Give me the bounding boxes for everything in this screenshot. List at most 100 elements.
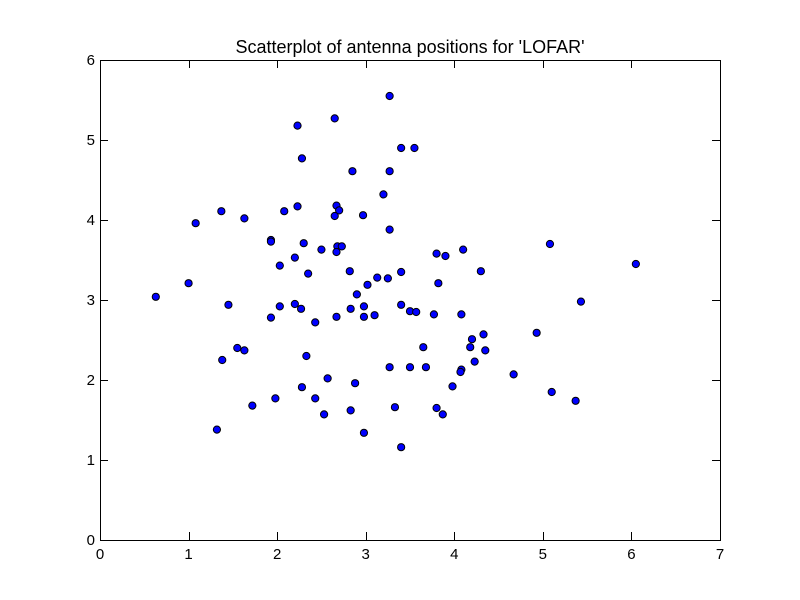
y-tick-label: 1 [87,452,95,469]
scatter-point [293,121,302,130]
scatter-point [280,207,289,216]
scatter-point [390,403,400,412]
scatter-point [297,383,307,392]
scatter-point [330,211,339,221]
scatter-point [532,328,541,337]
scatter-point [311,394,320,403]
scatter-point [296,304,306,313]
scatter-point [233,343,242,353]
scatter-point [335,206,344,215]
scatter-point [509,370,518,379]
scatter-point [379,190,388,199]
scatter-point [299,239,308,248]
scatter-point [359,312,369,321]
scatter-point [385,167,394,176]
scatter-point [466,343,475,352]
scatter-point [359,428,369,437]
scatter-point [448,382,457,391]
scatter-point [412,307,421,317]
scatter-point [350,379,360,388]
scatter-point [545,239,555,249]
scatter-point [359,302,369,311]
y-tick-label: 0 [87,532,95,549]
scatter-point [363,280,372,289]
y-tick-label: 2 [87,372,95,389]
scatter-point [476,267,485,276]
scatter-point [576,297,586,306]
scatter-point [217,207,226,216]
scatter-point [479,330,488,339]
scatter-point [271,394,280,403]
scatter-point [345,267,354,276]
scatter-point [441,251,450,261]
scatter-point [337,242,346,251]
scatter-point [397,267,406,277]
scatter-point [432,249,441,258]
chart-title: Scatterplot of antenna positions for 'LO… [235,37,584,57]
scatter-point [319,410,329,419]
scatter-point [432,403,441,413]
scatter-point [218,355,227,365]
scatter-point [330,114,339,123]
scatter-point [631,259,640,269]
scatter-point [397,143,406,153]
scatter-point [184,279,193,288]
scatter-point [385,225,394,234]
scatter-point [419,343,428,352]
y-tick-label: 6 [87,52,95,69]
scatter-point [410,143,419,153]
y-tick-label: 3 [87,292,95,309]
scatter-point [323,374,332,383]
scatter-point [275,261,284,270]
scatter-point [293,202,302,211]
scatter-point [332,247,341,257]
x-tick-label: 5 [539,546,547,563]
ticks-layer: 0 1 2 3 4 5 6 7 0 1 2 3 4 5 6 [87,52,725,563]
scatter-point [467,335,477,344]
x-tick-label: 7 [716,546,724,563]
scatter-point [383,274,392,283]
scatter-point [290,253,299,262]
scatter-point [470,357,479,366]
scatter-point [302,351,311,361]
scatter-point [346,406,355,415]
scatter-point [240,346,249,355]
scatter-point [459,245,468,254]
scatter-point [438,410,447,419]
x-tick-label: 3 [362,546,370,563]
x-tick-label: 0 [96,546,104,563]
scatter-point [304,269,313,278]
scatter-point [352,290,361,299]
points-layer [151,91,640,452]
scatter-point [385,91,394,101]
scatter-point [348,167,357,176]
scatter-point [358,211,368,220]
scatter-point [240,214,249,223]
scatter-point [397,443,406,452]
scatter-point [266,313,276,322]
x-tick-label: 1 [184,546,192,563]
scatter-point [457,310,466,319]
scatter-point [248,401,257,410]
scatter-point [385,363,394,372]
scatter-point [547,387,556,397]
scatter-point [429,310,439,319]
scatter-point [421,363,431,372]
scatter-point [266,237,276,246]
scatter-point [481,346,490,355]
scatter-point [571,396,580,405]
scatter-point [397,300,406,309]
scatter-point [297,154,307,163]
plot-area-frame [100,60,721,541]
scatter-point [290,299,299,309]
y-tick-label: 5 [87,132,95,149]
scatter-point [332,312,341,321]
scatter-point [405,363,415,372]
scatter-point [191,219,200,228]
scatter-point [434,279,443,288]
scatter-point [346,304,355,313]
scatter-point [311,318,320,327]
scatter-point [370,311,379,320]
scatter-point [151,292,160,301]
